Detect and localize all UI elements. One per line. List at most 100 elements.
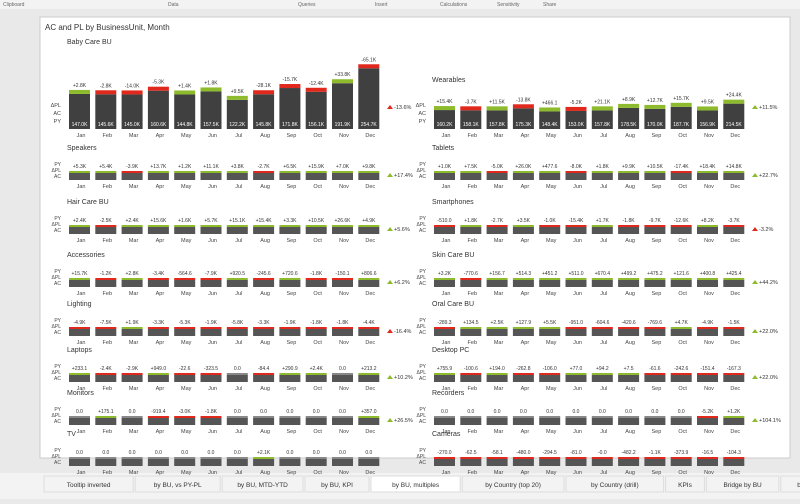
- delta-label: -1.8K: [310, 320, 323, 326]
- ac-strip: [670, 227, 692, 234]
- total-label: +22.0%: [759, 329, 778, 335]
- month-label: Jan: [442, 184, 451, 190]
- tab[interactable]: [665, 475, 705, 493]
- ac-strip: [226, 329, 248, 336]
- ac-strip: [358, 173, 380, 180]
- delta-label: +475.2: [647, 271, 663, 277]
- delta-label: +194.0: [489, 366, 505, 372]
- ac-strip: [434, 329, 455, 336]
- total-arrow: [752, 280, 758, 284]
- delta-marker: [279, 457, 301, 459]
- delta-label: -919.4: [151, 409, 165, 415]
- ac-label: 214.5K: [726, 122, 743, 128]
- month-label: Apr: [156, 184, 165, 190]
- month-label: Sep: [287, 291, 297, 297]
- delta-label: +9.5K: [231, 89, 245, 95]
- delta-marker: [670, 278, 692, 280]
- tab[interactable]: [370, 475, 461, 493]
- delta-marker: [226, 457, 248, 459]
- month-label: Jul: [600, 429, 607, 435]
- delta-marker: [486, 416, 508, 418]
- delta-label: +7.0K: [336, 164, 350, 170]
- row-label: AC: [54, 174, 61, 180]
- month-label: Feb: [103, 238, 112, 244]
- month-label: Apr: [521, 291, 530, 297]
- ac-strip: [670, 329, 692, 336]
- month-label: Apr: [156, 340, 165, 346]
- ac-strip: [69, 173, 90, 180]
- delta-label: -22.6: [179, 366, 191, 372]
- month-label: Jan: [77, 238, 86, 244]
- ac-strip: [618, 329, 640, 336]
- ac-strip: [147, 329, 169, 336]
- delta-label: -2.7K: [258, 164, 271, 170]
- ac-bar: [565, 110, 587, 129]
- delta-label: 0.0: [599, 409, 606, 415]
- tab[interactable]: [780, 475, 800, 493]
- month-label: Oct: [313, 184, 322, 190]
- tab[interactable]: [304, 475, 370, 493]
- ac-label: 160.6K: [150, 122, 167, 128]
- tab[interactable]: [43, 475, 134, 493]
- month-label: Jan: [77, 133, 86, 139]
- delta-label: -0.0: [598, 450, 607, 456]
- ac-strip: [697, 280, 718, 287]
- delta-label: -770.6: [464, 271, 478, 277]
- delta-label: +77.0: [570, 366, 583, 372]
- delta-label: +15.4K: [437, 99, 454, 105]
- tab-label: by BU, KPI: [321, 482, 353, 489]
- panel-title: Recorders: [432, 390, 465, 397]
- ribbon-label: Sensitivity: [497, 2, 520, 8]
- month-label: Dec: [730, 340, 740, 346]
- month-label: Mar: [494, 133, 504, 139]
- month-label: Jul: [235, 470, 242, 476]
- month-label: Sep: [652, 470, 662, 476]
- delta-label: -5.8K: [231, 320, 244, 326]
- delta-label: +11.1K: [203, 164, 219, 170]
- tab[interactable]: [461, 475, 565, 493]
- delta-marker: [618, 327, 640, 329]
- delta-marker: [279, 327, 301, 329]
- delta-label: +9.9K: [622, 164, 636, 170]
- month-label: Feb: [468, 291, 477, 297]
- month-label: May: [546, 340, 557, 346]
- ac-strip: [434, 418, 455, 425]
- tab[interactable]: [705, 475, 780, 493]
- delta-marker: [670, 373, 692, 375]
- month-label: Apr: [156, 386, 165, 392]
- ac-bar: [460, 110, 482, 129]
- month-label: Mar: [129, 238, 139, 244]
- ac-strip: [332, 418, 353, 425]
- ac-strip: [226, 173, 248, 180]
- delta-label: 0.0: [260, 409, 267, 415]
- delta-label: -2.8K: [100, 83, 113, 89]
- ac-strip: [305, 173, 327, 180]
- delta-label: +15.1K: [229, 218, 246, 224]
- delta-marker: [121, 416, 143, 418]
- month-label: Mar: [129, 470, 139, 476]
- tab-label: KPIs: [678, 482, 692, 489]
- delta-label: +3.8K: [231, 164, 245, 170]
- tab[interactable]: [221, 475, 304, 493]
- tab[interactable]: [134, 475, 221, 493]
- delta-marker: [460, 225, 482, 227]
- delta-marker: [69, 373, 90, 375]
- row-label: ΔPL: [52, 324, 62, 330]
- delta-label: +357.0: [361, 409, 377, 415]
- delta-label: -62.5: [465, 450, 477, 456]
- ac-strip: [618, 459, 640, 466]
- delta-marker: [644, 373, 666, 375]
- delta-marker: [697, 327, 718, 329]
- delta-label: +2.4K: [73, 218, 87, 224]
- delta-label: +1.7K: [596, 218, 610, 224]
- delta-label: +477.6: [542, 164, 558, 170]
- row-label: ΔPL: [416, 103, 426, 109]
- delta-label: +4.7K: [675, 320, 689, 326]
- delta-marker: [305, 225, 327, 227]
- ribbon-label: Data: [168, 2, 179, 8]
- tab[interactable]: [565, 475, 665, 493]
- ac-strip: [670, 418, 692, 425]
- delta-label: 0.0: [339, 409, 346, 415]
- delta-marker: [69, 278, 90, 280]
- delta-label: +3.3K: [283, 218, 297, 224]
